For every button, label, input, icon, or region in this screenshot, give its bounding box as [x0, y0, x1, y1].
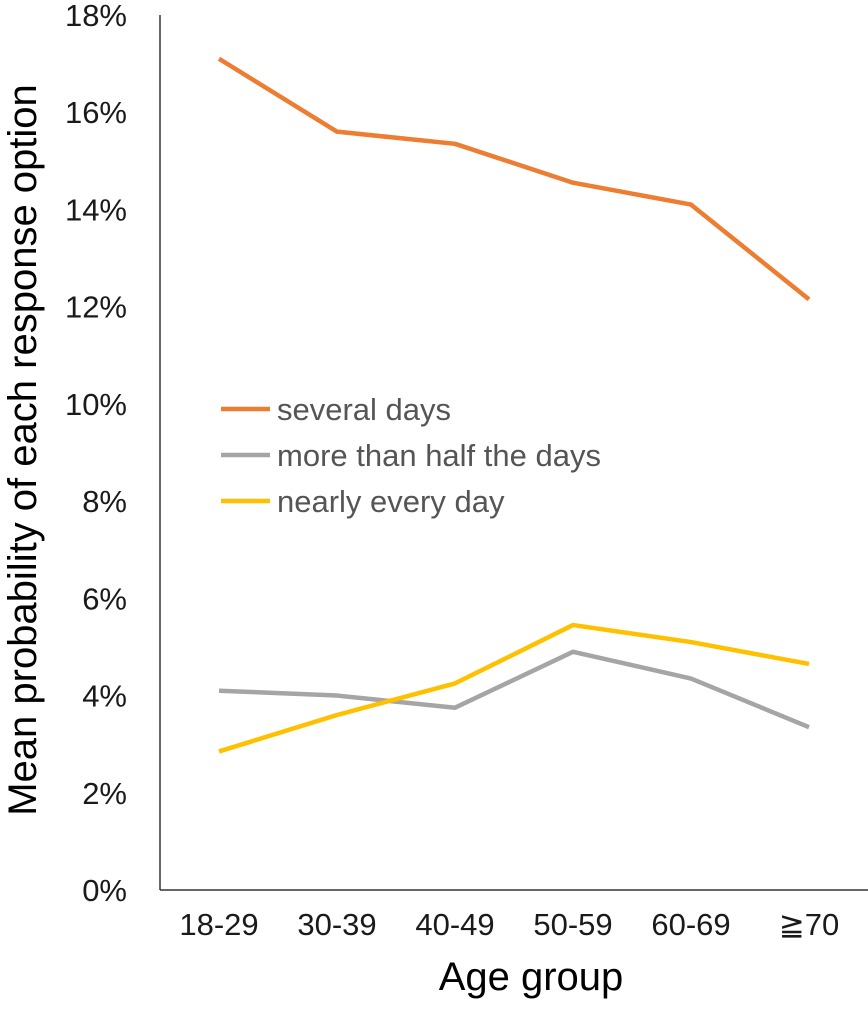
y-tick-label: 0%: [82, 873, 127, 908]
legend-label-2: nearly every day: [277, 484, 505, 519]
x-tick-label: 60-69: [651, 907, 730, 942]
y-tick-label: 12%: [65, 290, 127, 325]
y-tick-label: 2%: [82, 776, 127, 811]
y-tick-label: 14%: [65, 192, 127, 227]
x-axis-title: Age group: [439, 955, 624, 999]
axes: [159, 15, 868, 891]
x-tick-labels: 18-29 30-39 40-49 50-59 60-69 ≧70: [179, 907, 839, 942]
x-tick-label: 30-39: [297, 907, 376, 942]
legend: several days more than half the days nearl…: [221, 392, 601, 519]
x-tick-label: ≧70: [779, 907, 839, 942]
y-tick-label: 6%: [82, 581, 127, 616]
series-line-1: [218, 649, 810, 730]
y-tick-labels: 0% 2% 4% 6% 8% 10% 12% 14% 16% 18%: [65, 0, 127, 908]
series-line-2: [218, 622, 810, 754]
y-tick-label: 8%: [82, 484, 127, 519]
y-tick-label: 4%: [82, 679, 127, 714]
y-tick-label: 18%: [65, 0, 127, 33]
x-tick-label: 40-49: [415, 907, 494, 942]
x-tick-label: 50-59: [533, 907, 612, 942]
series-line-0: [217, 56, 811, 302]
y-tick-label: 10%: [65, 387, 127, 422]
x-tick-label: 18-29: [179, 907, 258, 942]
series-lines: [217, 56, 811, 754]
y-tick-label: 16%: [65, 95, 127, 130]
legend-label-0: several days: [277, 392, 451, 427]
y-axis-title: Mean probability of each response option: [1, 84, 45, 816]
legend-label-1: more than half the days: [277, 438, 601, 473]
